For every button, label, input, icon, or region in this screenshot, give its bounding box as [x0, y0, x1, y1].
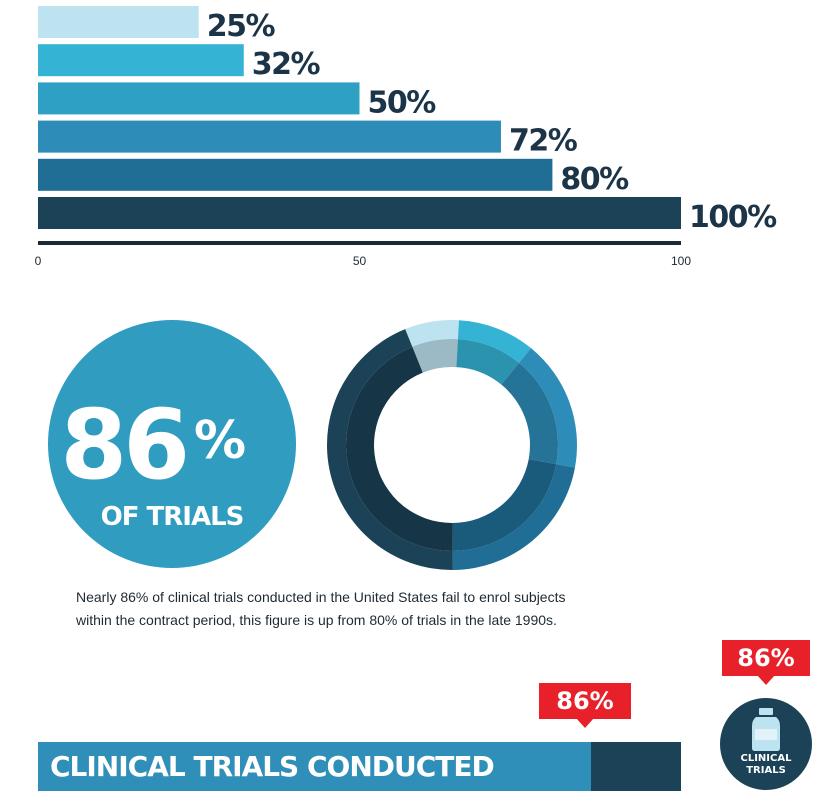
description-line-1: Nearly 86% of clinical trials conducted …: [76, 589, 566, 605]
stat-percent: %: [194, 411, 246, 471]
progress-value-bubble: 86%: [539, 683, 631, 728]
bar-value-label-1: 32%: [252, 47, 321, 82]
bar-1: [38, 44, 244, 77]
donut-inner-slice-2: [501, 362, 558, 465]
bar-2: [38, 82, 360, 115]
bar-value-label-4: 80%: [560, 162, 629, 197]
bar-value-label-5: 100%: [689, 200, 777, 235]
donut-inner-slice-3: [452, 459, 557, 551]
badge-circle: CLINICAL TRIALS: [720, 698, 812, 790]
badge-value-bubble: 86%: [722, 640, 810, 685]
progress-label: CLINICAL TRIALS CONDUCTED: [50, 750, 495, 783]
donut-inner-slice-4: [345, 346, 453, 551]
progress-fill: [38, 742, 591, 791]
badge-text: CLINICAL TRIALS: [720, 753, 812, 777]
bar-value-label-3: 72%: [509, 124, 578, 159]
stat-circle-bg: [48, 320, 296, 568]
bar-chart: 25%32% 50% 72%80% 100% 0 50 100: [35, 6, 779, 268]
bar-value-label-0: 25%: [207, 9, 276, 44]
x-tick-label-1: 50: [353, 254, 367, 268]
donut-inner-slice-1: [456, 339, 519, 385]
donut-outer-slice-0: [405, 320, 459, 347]
badge-text-line-2: TRIALS: [746, 765, 786, 776]
badge-text-line-1: CLINICAL: [740, 753, 792, 764]
bottle-icon: [752, 708, 780, 751]
stat-circle: 86 % OF TRIALS: [48, 320, 296, 568]
bar-5: [38, 197, 681, 229]
x-tick-label-2: 100: [671, 254, 691, 268]
donut-outer-slice-2: [518, 348, 577, 468]
bar-3: [38, 120, 501, 153]
bar-0: [38, 6, 199, 38]
description: Nearly 86% of clinical trials conducted …: [76, 586, 676, 632]
progress-bar: CLINICAL TRIALS CONDUCTED: [38, 742, 681, 791]
donut-outer-slice-3: [452, 464, 575, 570]
x-tick-label-0: 0: [35, 254, 42, 268]
donut-outer-slice-1: [457, 320, 532, 363]
description-line-2: within the contract period, this figure …: [76, 612, 557, 628]
donut-inner-slice-0: [412, 339, 458, 373]
stat-caption: OF TRIALS: [101, 502, 244, 532]
donut-outer-slice-4: [327, 329, 453, 570]
stat-number: 86: [60, 389, 186, 501]
bar-value-label-2: 50%: [368, 85, 437, 120]
donut-chart: [327, 320, 577, 570]
bar-4: [38, 158, 553, 191]
